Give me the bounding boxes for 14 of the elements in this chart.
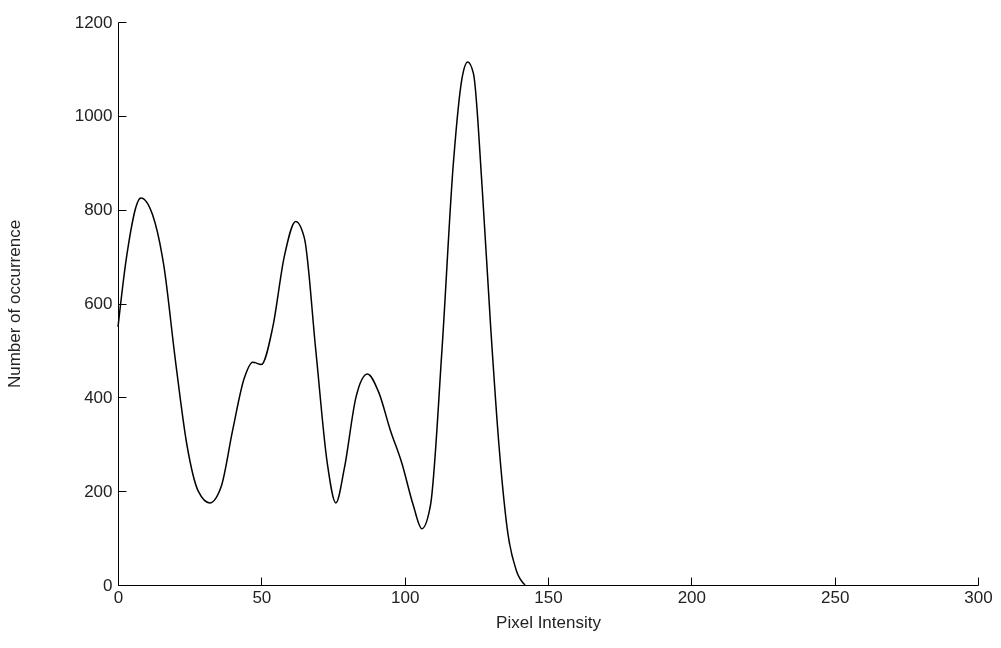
y-axis-title: Number of occurrence (4, 219, 24, 389)
x-axis-title: Pixel Intensity (496, 612, 602, 632)
x-tick-label: 50 (252, 587, 272, 607)
x-tick-label: 250 (820, 587, 850, 607)
x-tick-label: 150 (534, 587, 563, 607)
y-tick-label: 800 (84, 200, 113, 220)
y-tick-label: 400 (84, 387, 113, 407)
y-tick-label: 1200 (74, 12, 113, 32)
y-tick-label: 200 (84, 481, 113, 501)
x-tick-label: 300 (964, 587, 993, 607)
y-tick-label: 1000 (74, 106, 113, 126)
x-tick-label: 100 (390, 587, 420, 607)
x-tick-label: 200 (677, 587, 707, 607)
y-tick-label: 600 (84, 294, 113, 313)
